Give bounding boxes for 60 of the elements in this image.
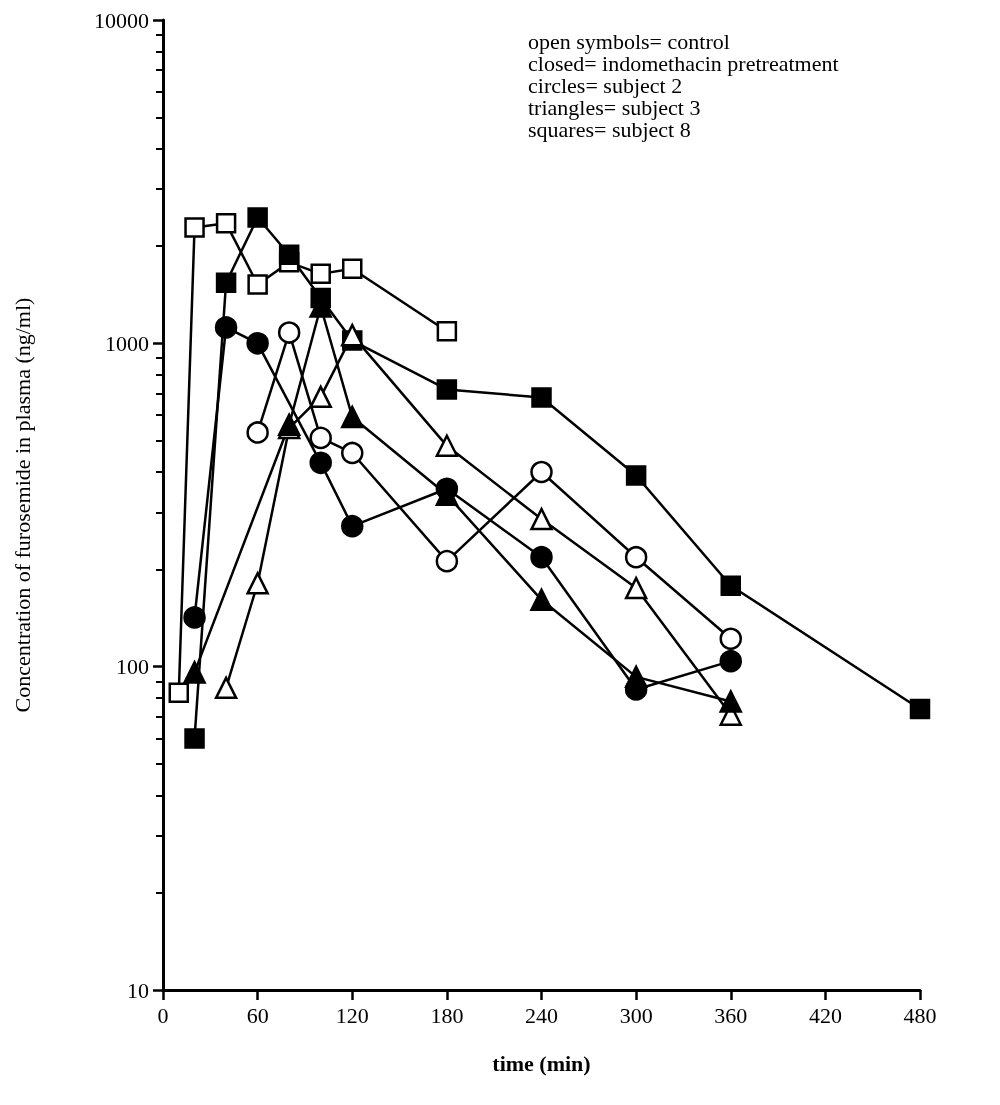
point (309, 385, 332, 409)
point (341, 514, 364, 538)
point (215, 213, 237, 234)
point (341, 323, 364, 347)
x-tick-label: 0 (157, 1002, 169, 1028)
x-axis-title: time (min) (492, 1050, 591, 1076)
point (246, 332, 269, 355)
point (436, 379, 458, 400)
x-tick-label: 180 (430, 1002, 464, 1028)
point (277, 321, 301, 344)
y-tick-label: 10 (127, 977, 149, 1003)
y-tick-label: 100 (116, 654, 149, 680)
y-tick-label: 1000 (105, 330, 149, 356)
x-tick-label: 420 (808, 1002, 842, 1028)
point (183, 661, 206, 684)
point (247, 207, 268, 228)
point (246, 572, 269, 595)
point (342, 258, 363, 280)
x-tick-label: 480 (903, 1002, 937, 1028)
point (246, 421, 269, 444)
point (168, 682, 190, 704)
point (184, 728, 205, 749)
point (909, 698, 931, 720)
point (435, 549, 459, 573)
point (720, 575, 741, 596)
point (278, 244, 300, 265)
y-axis-title: Concentration of furosemide in plasma (ng/ml) (9, 297, 35, 713)
point (530, 545, 553, 569)
point (436, 320, 458, 342)
point (530, 460, 553, 484)
point (624, 665, 648, 689)
point (625, 465, 647, 486)
point (214, 316, 238, 339)
point (215, 272, 237, 293)
point (341, 405, 364, 429)
point (719, 649, 742, 673)
point (310, 263, 331, 285)
point (624, 576, 648, 600)
annotation: circles= subject 2 (528, 72, 683, 98)
point (214, 676, 238, 700)
x-tick-label: 300 (619, 1002, 653, 1028)
point (183, 606, 206, 629)
point (309, 451, 332, 475)
point (309, 426, 332, 450)
point (435, 434, 459, 458)
point (719, 690, 742, 713)
point (247, 274, 268, 295)
point (184, 217, 205, 238)
point (531, 387, 552, 408)
x-tick-label: 360 (714, 1002, 748, 1028)
point (530, 507, 553, 531)
x-tick-label: 60 (246, 1002, 269, 1028)
point (530, 588, 553, 612)
x-tick-label: 120 (335, 1002, 369, 1028)
point (624, 545, 648, 569)
annotation: open symbols= control (528, 28, 730, 54)
point (341, 441, 364, 465)
y-tick-label: 10000 (94, 7, 149, 33)
point (719, 627, 742, 650)
x-tick-label: 240 (525, 1002, 558, 1028)
